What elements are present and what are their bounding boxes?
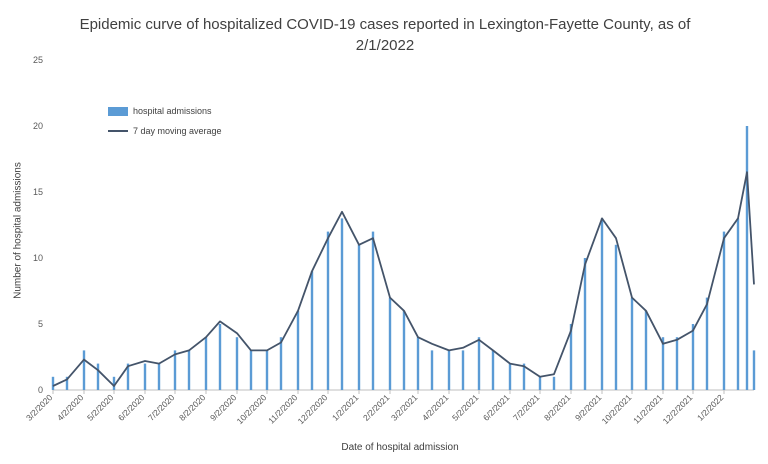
bar	[552, 376, 556, 390]
x-tick-label: 12/2/2021	[661, 392, 695, 426]
bar	[187, 350, 191, 390]
bar	[96, 363, 100, 390]
bar	[279, 337, 283, 390]
bar	[65, 376, 69, 390]
bar	[157, 363, 161, 390]
bar	[630, 297, 634, 390]
legend-item-bars: hospital admissions	[108, 104, 222, 118]
x-tick-label: 7/2/2021	[511, 392, 542, 423]
bar	[235, 337, 239, 390]
x-tick-label: 6/2/2021	[481, 392, 512, 423]
moving-average-line	[52, 171, 755, 387]
bar	[218, 324, 222, 390]
bar	[51, 376, 55, 390]
x-tick-label: 2/2/2021	[361, 392, 392, 423]
y-tick-label: 5	[38, 319, 43, 329]
bar	[388, 297, 392, 390]
x-tick-label: 4/2/2021	[420, 392, 451, 423]
legend-item-line: 7 day moving average	[108, 124, 222, 138]
x-tick-label: 8/2/2021	[542, 392, 573, 423]
bar	[416, 337, 420, 390]
bar	[340, 218, 344, 390]
bar	[371, 231, 375, 390]
x-tick-label: 1/2/2021	[330, 392, 361, 423]
bar	[705, 297, 709, 390]
bar	[447, 350, 451, 390]
x-tick-label: 10/2/2021	[600, 392, 634, 426]
bar	[357, 244, 361, 390]
bar	[722, 231, 726, 390]
legend-label-line: 7 day moving average	[133, 126, 222, 136]
y-tick-label: 0	[38, 385, 43, 395]
x-tick-label: 7/2/2020	[146, 392, 177, 423]
bar	[265, 350, 269, 390]
y-tick-label: 25	[33, 55, 43, 65]
legend-swatch-line	[108, 130, 128, 132]
bar	[522, 363, 526, 390]
bar	[112, 376, 116, 390]
legend-label-bars: hospital admissions	[133, 106, 212, 116]
bar	[745, 126, 749, 390]
x-tick-label: 9/2/2021	[573, 392, 604, 423]
bar	[143, 363, 147, 390]
x-tick-label: 3/2/2020	[24, 392, 55, 423]
y-tick-label: 10	[33, 253, 43, 263]
x-tick-label: 8/2/2020	[177, 392, 208, 423]
bar	[752, 350, 756, 390]
x-tick-label: 3/2/2021	[389, 392, 420, 423]
x-axis-label: Date of hospital admission	[341, 442, 459, 453]
bar	[461, 350, 465, 390]
bar	[508, 363, 512, 390]
x-tick-label: 6/2/2020	[116, 392, 147, 423]
bar	[600, 218, 604, 390]
bar	[204, 337, 208, 390]
x-tick-label: 9/2/2020	[208, 392, 239, 423]
bar	[402, 310, 406, 390]
bar	[173, 350, 177, 390]
bar	[736, 218, 740, 390]
bar	[310, 271, 314, 390]
bar	[430, 350, 434, 390]
bar	[691, 324, 695, 390]
x-tick-label: 11/2/2021	[631, 392, 665, 426]
x-tick-label: 10/2/2020	[235, 392, 269, 426]
bar	[82, 350, 86, 390]
x-tick-label: 5/2/2021	[450, 392, 481, 423]
bar	[491, 350, 495, 390]
legend-swatch-bars	[108, 106, 128, 116]
bar	[126, 363, 130, 390]
bar	[675, 337, 679, 390]
bar	[249, 350, 253, 390]
x-tick-label: 12/2/2020	[296, 392, 330, 426]
bar	[296, 310, 300, 390]
chart-title: Epidemic curve of hospitalized COVID-19 …	[79, 16, 691, 54]
y-axis-label: Number of hospital admissions	[12, 162, 24, 299]
bar	[583, 258, 587, 390]
x-tick-label: 4/2/2020	[55, 392, 86, 423]
x-tick-label: 1/2/2022	[695, 392, 726, 423]
bar	[661, 337, 665, 390]
x-tick-label: 11/2/2020	[266, 392, 300, 426]
bar	[644, 310, 648, 390]
bar	[477, 337, 481, 390]
y-tick-label: 15	[33, 187, 43, 197]
bar	[614, 244, 618, 390]
y-tick-label: 20	[33, 121, 43, 131]
bar	[538, 376, 542, 390]
bar	[326, 231, 330, 390]
legend: hospital admissions 7 day moving average	[108, 104, 222, 144]
x-tick-label: 5/2/2020	[85, 392, 116, 423]
bar	[569, 324, 573, 390]
